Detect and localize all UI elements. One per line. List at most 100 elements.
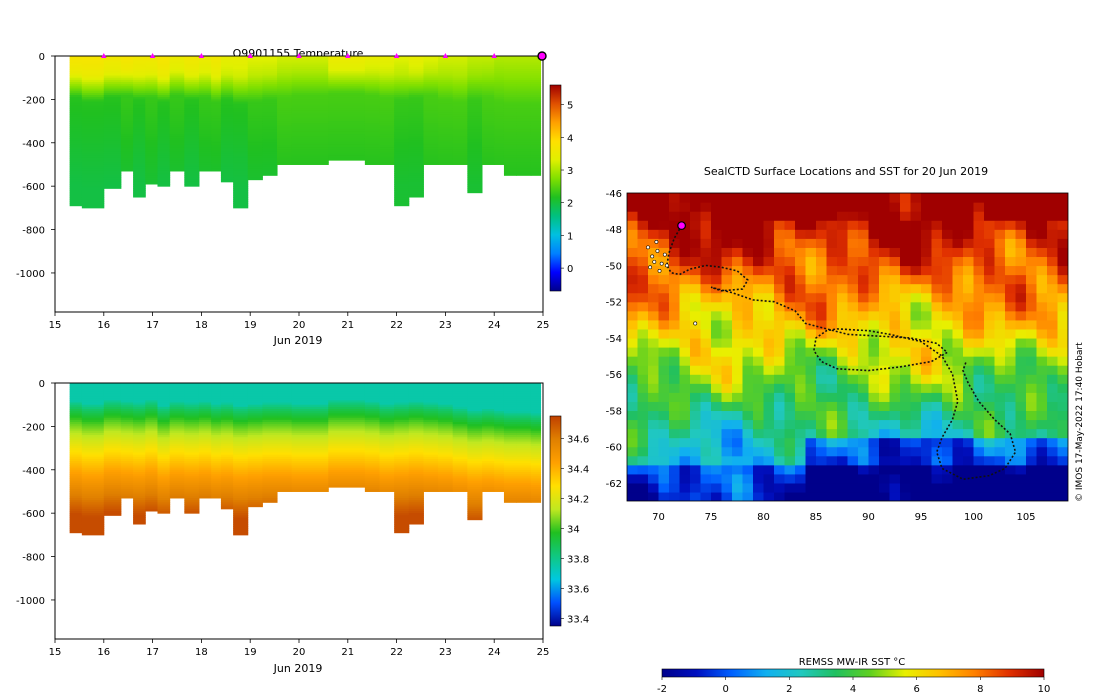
temperature-cell — [394, 186, 410, 189]
sst-cell — [627, 310, 639, 321]
temperature-cell — [233, 73, 249, 77]
sst-cell — [879, 347, 891, 357]
salinity-cell — [408, 517, 424, 521]
temperature-cell — [157, 95, 171, 98]
salinity-cell — [379, 471, 395, 475]
salinity-cell — [211, 445, 222, 449]
sst-cell — [679, 446, 691, 457]
temperature-cell — [262, 155, 278, 159]
sst-cell — [994, 193, 1006, 203]
salinity-cell — [394, 426, 410, 430]
temperature-cell — [145, 131, 158, 135]
salinity-cell — [81, 511, 105, 514]
sst-cell — [669, 310, 681, 321]
temperature-cell — [211, 149, 222, 152]
salinity-cell — [291, 467, 329, 471]
temperature-cell — [120, 142, 134, 146]
temperature-cell — [494, 160, 505, 163]
sst-cell — [1005, 247, 1017, 258]
salinity-cell — [157, 511, 171, 514]
temperature-cell — [120, 71, 134, 74]
sst-cell — [973, 319, 985, 330]
temperature-cell — [262, 75, 278, 79]
temperature-cell — [494, 88, 505, 92]
salinity-cell — [364, 441, 381, 445]
temperature-cell — [364, 140, 381, 144]
salinity-cell — [198, 487, 212, 490]
temperature-cell — [379, 112, 395, 116]
temperature-cell — [467, 184, 483, 187]
salinity-cell — [291, 465, 329, 469]
temperature-cell — [157, 97, 171, 100]
sst-cell — [648, 401, 660, 412]
salinity-cell — [503, 471, 517, 475]
temperature-cell — [157, 125, 171, 129]
sst-cell — [1026, 265, 1038, 276]
salinity-cell — [145, 482, 158, 486]
temperature-cell — [423, 136, 439, 139]
temperature-cell — [394, 155, 410, 159]
temperature-cell — [379, 116, 395, 120]
temperature-cell — [328, 95, 366, 98]
temperature-cell — [145, 127, 158, 131]
salinity-cell — [394, 443, 410, 447]
salinity-cell — [394, 493, 410, 497]
sst-cell — [973, 428, 985, 439]
y-tick-label: -200 — [22, 95, 45, 106]
sst-cell — [921, 193, 933, 203]
salinity-cell — [530, 450, 542, 453]
temperature-cell — [262, 149, 278, 152]
temperature-cell — [233, 138, 249, 142]
salinity-cell — [364, 465, 381, 469]
sst-cell — [669, 374, 681, 384]
salinity-cell — [438, 422, 454, 425]
temperature-cell — [379, 131, 395, 135]
salinity-cell — [133, 495, 146, 499]
temperature-cell — [184, 118, 200, 122]
sst-cell — [774, 220, 786, 230]
temperature-cell — [467, 95, 483, 98]
temperature-cell — [438, 125, 454, 129]
sst-cell — [784, 238, 796, 248]
temperature-cell — [184, 125, 200, 129]
sst-cell — [963, 446, 975, 457]
temperature-cell — [247, 175, 263, 178]
temperature-cell — [482, 112, 495, 116]
salinity-cell — [211, 456, 222, 460]
salinity-cell — [157, 471, 171, 475]
sst-cell — [847, 392, 859, 402]
temperature-cell — [81, 58, 105, 61]
y-tick-label: -1000 — [16, 269, 45, 280]
sst-cell — [721, 419, 733, 430]
sst-cell — [658, 310, 670, 321]
sst-cell — [931, 410, 943, 421]
temperature-cell — [145, 168, 158, 172]
temperature-cell — [530, 170, 542, 174]
salinity-cell — [69, 409, 83, 412]
sst-cell — [763, 220, 775, 230]
salinity-cell — [247, 489, 263, 492]
sst-cell — [721, 310, 733, 321]
temperature-cell — [198, 149, 212, 152]
salinity-cell — [120, 495, 134, 499]
salinity-cell — [184, 474, 200, 477]
sst-cell — [900, 283, 912, 294]
sst-cell — [721, 211, 733, 221]
salinity-cell — [184, 415, 200, 419]
sst-cell — [742, 238, 754, 248]
sst-cell — [931, 437, 943, 448]
sst-cell — [1015, 328, 1027, 339]
sst-cell — [837, 247, 849, 258]
sst-cell — [627, 455, 639, 466]
temperature-cell — [262, 82, 278, 85]
temperature-cell — [169, 84, 185, 87]
sst-cell — [1005, 193, 1017, 203]
salinity-cell — [503, 404, 517, 408]
salinity-cell — [328, 435, 366, 438]
salinity-cell — [133, 463, 146, 466]
salinity-cell — [379, 454, 395, 458]
temperature-cell — [262, 125, 278, 129]
temperature-cell — [328, 110, 366, 113]
temperature-cell — [530, 60, 542, 64]
temperature-cell — [133, 56, 146, 59]
